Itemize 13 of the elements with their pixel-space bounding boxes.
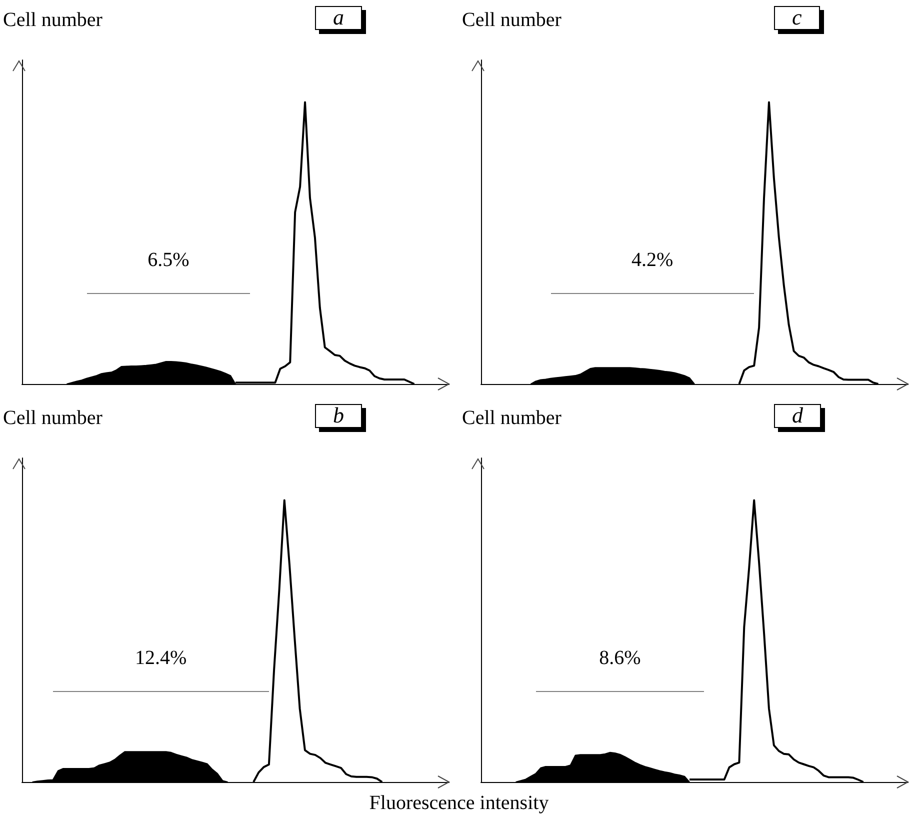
annotation: 6.5% [148,249,190,272]
y-axis-title: Cell number [3,9,103,31]
annotation: 4.2% [631,249,674,272]
annotation: 8.6% [599,647,641,670]
y-axis-title: Cell number [462,407,562,429]
chart-title: b [333,402,344,428]
chart-title: d [792,402,804,428]
y-axis-title: Cell number [3,407,103,429]
annotation: 12.4% [135,647,187,670]
chart-title: c [792,4,802,30]
x-axis-title: Fluorescence intensity [368,792,550,815]
y-axis-title: Cell number [462,9,562,31]
chart-title: a [333,4,344,30]
